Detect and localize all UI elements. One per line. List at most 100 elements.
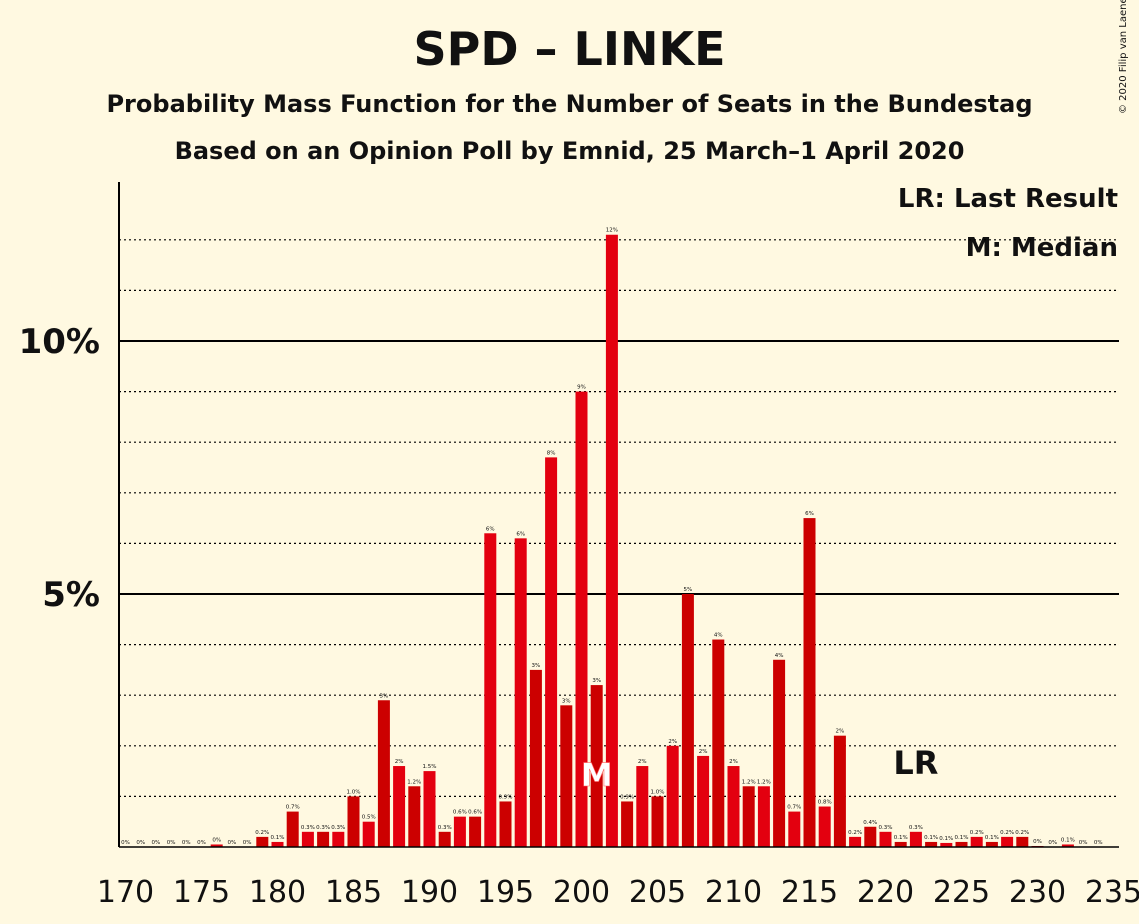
bar-184 — [332, 831, 345, 847]
bar-label-206: 2% — [668, 739, 677, 745]
gridlines — [119, 239, 1119, 798]
bar-label-197: 3% — [532, 663, 541, 669]
bar-229 — [1016, 836, 1029, 847]
bar-215 — [803, 518, 816, 847]
bar-labels: 0% 0% 0% 0% 0% 0% 0% 0% 0%0.2%0.1%0.7%0.3% 0.3% 0.… — [121, 228, 1103, 846]
bar-226 — [970, 836, 983, 847]
bar-label-213: 4% — [775, 653, 784, 659]
bar-label-205: 1.0% — [651, 789, 665, 795]
bar-195 — [499, 801, 512, 847]
bar-label-225: 0.1% — [955, 835, 969, 841]
bar-213 — [773, 659, 786, 847]
bar-label-188: 2% — [395, 759, 404, 765]
legend-last-result: LR: Last Result — [897, 184, 1118, 214]
bar-label-185: 1.0% — [347, 789, 361, 795]
bar-191 — [438, 831, 451, 847]
bar-221 — [894, 841, 907, 847]
bar-181 — [286, 811, 299, 847]
bar-label-198: 8% — [547, 450, 556, 456]
bar-label-224: 0.1% — [939, 836, 953, 842]
bar-185 — [347, 796, 360, 847]
x-tick-label-180: 180 — [249, 875, 306, 910]
legend-median: M: Median — [965, 233, 1118, 263]
bar-label-179: 0.2% — [255, 830, 269, 836]
bar-label-216: 0.8% — [818, 800, 832, 806]
bar-label-214: 0.7% — [787, 805, 801, 811]
bar-label-183: 0.3% — [316, 825, 330, 831]
bar-label-211: 1.2% — [742, 779, 756, 785]
bar-186 — [362, 821, 375, 847]
bar-label-173: 0% — [167, 840, 176, 846]
bar-176 — [210, 844, 223, 847]
bar-label-189: 1.2% — [407, 779, 421, 785]
bar-label-204: 2% — [638, 759, 647, 765]
bar-199 — [560, 705, 573, 847]
bar-label-228: 0.2% — [1000, 830, 1014, 836]
bars — [210, 234, 1074, 848]
bar-218 — [849, 836, 862, 847]
bar-label-230: 0% — [1033, 839, 1042, 845]
bar-label-180: 0.1% — [271, 835, 285, 841]
bar-label-200: 9% — [577, 385, 586, 391]
bar-label-193: 0.6% — [468, 810, 482, 816]
bar-222 — [909, 831, 922, 847]
bar-label-186: 0.5% — [362, 815, 376, 821]
axes: 170 175 180 185 190 195 200 205 210 215 220 225 230 2… — [19, 182, 1139, 910]
bar-label-196: 6% — [516, 531, 525, 537]
bar-227 — [985, 841, 998, 847]
bar-label-175: 0% — [197, 840, 206, 846]
bar-194 — [484, 533, 497, 847]
y-tick-label-5%: 5% — [42, 575, 100, 615]
bar-label-221: 0.1% — [894, 835, 908, 841]
bar-212 — [757, 786, 770, 847]
chart-title: SPD – LINKE — [413, 22, 726, 76]
bar-208 — [697, 755, 710, 847]
bar-179 — [256, 836, 269, 847]
bar-198 — [545, 457, 558, 847]
x-tick-label-195: 195 — [477, 875, 534, 910]
bar-label-190: 1.5% — [423, 764, 437, 770]
bar-label-201: 3% — [592, 678, 601, 684]
bar-225 — [955, 841, 968, 847]
bar-label-215: 6% — [805, 511, 814, 517]
bar-label-220: 0.3% — [879, 825, 893, 831]
bar-202 — [605, 234, 618, 848]
bar-label-194: 6% — [486, 526, 495, 532]
bar-label-231: 0% — [1048, 840, 1057, 846]
bar-204 — [636, 766, 649, 847]
median-marker: M — [581, 756, 613, 794]
bar-label-223: 0.1% — [924, 835, 938, 841]
bar-209 — [712, 639, 725, 847]
bar-216 — [818, 806, 831, 847]
bar-183 — [317, 831, 330, 847]
bar-219 — [864, 826, 877, 847]
bar-214 — [788, 811, 801, 847]
chart-subtitle-source: Based on an Opinion Poll by Emnid, 25 Ma… — [174, 137, 965, 165]
bar-188 — [393, 766, 406, 847]
bar-197 — [529, 669, 542, 847]
bar-label-212: 1.2% — [757, 779, 771, 785]
bar-label-234: 0% — [1094, 840, 1103, 846]
bar-232 — [1061, 844, 1074, 847]
bar-189 — [408, 786, 421, 847]
bar-196 — [514, 538, 527, 847]
x-tick-label-215: 215 — [781, 875, 838, 910]
bar-label-182: 0.3% — [301, 825, 315, 831]
bar-label-184: 0.3% — [331, 825, 345, 831]
bar-205 — [651, 796, 664, 847]
x-tick-label-200: 200 — [553, 875, 610, 910]
bar-label-177: 0% — [228, 840, 237, 846]
bar-label-174: 0% — [182, 840, 191, 846]
bar-224 — [940, 842, 953, 847]
bar-label-171: 0% — [136, 840, 145, 846]
x-tick-label-220: 220 — [857, 875, 914, 910]
chart-subtitle: Probability Mass Function for the Number… — [106, 90, 1033, 118]
bar-label-222: 0.3% — [909, 825, 923, 831]
bar-200 — [575, 391, 588, 847]
bar-label-217: 2% — [836, 729, 845, 735]
bar-label-218: 0.2% — [848, 830, 862, 836]
x-tick-label-190: 190 — [401, 875, 458, 910]
bar-label-229: 0.2% — [1015, 830, 1029, 836]
bar-190 — [423, 771, 436, 847]
